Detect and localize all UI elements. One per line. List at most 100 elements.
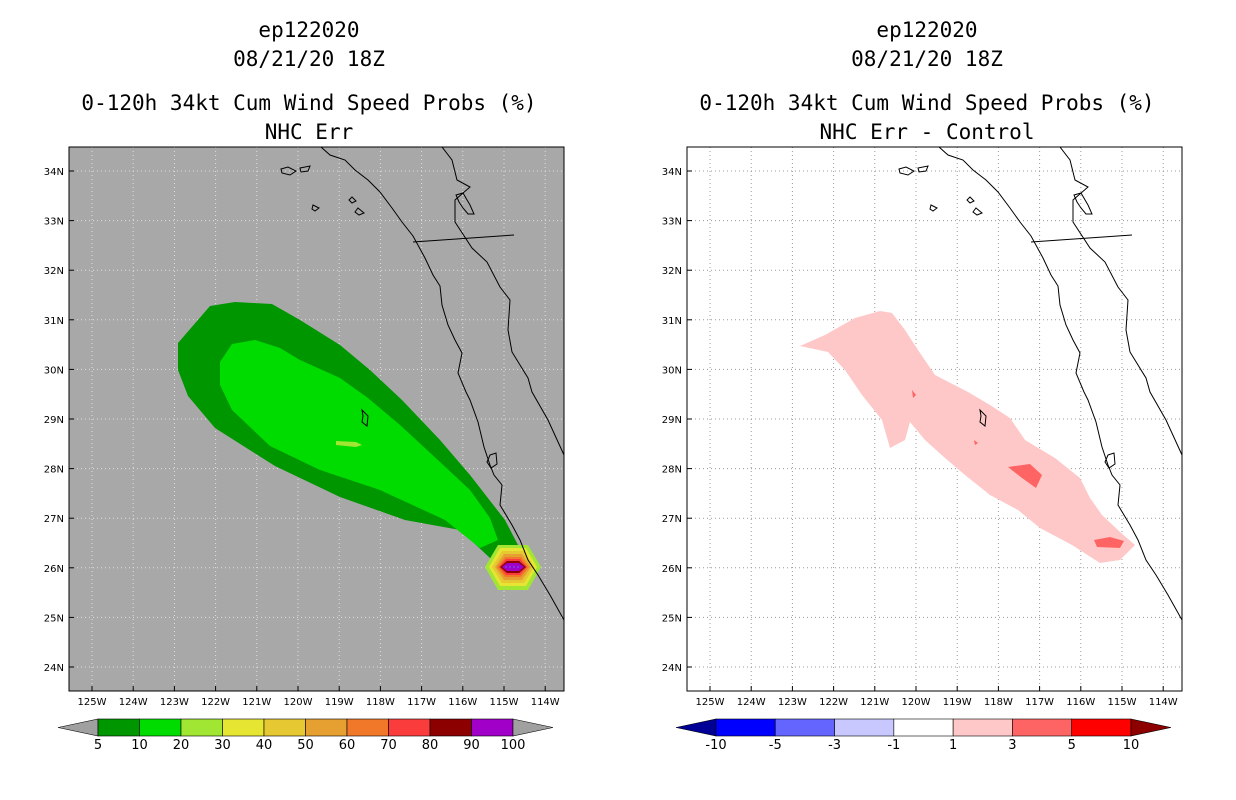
left-colorbar-label: 30 (214, 738, 231, 753)
right-lon-label: 122W (819, 697, 848, 708)
left-colorbar-swatch (263, 718, 306, 737)
left-map (69, 147, 564, 691)
right-colorbar-label: 10 (1123, 738, 1140, 753)
right-lon-label: 121W (860, 697, 889, 708)
right-lat-label: 34N (662, 167, 682, 178)
left-lon-label: 117W (407, 697, 436, 708)
right-colorbar-label: 5 (1068, 738, 1076, 753)
left-colorbar-high-end (512, 718, 554, 737)
left-title-product: 0-120h 34kt Cum Wind Speed Probs (%) (81, 91, 537, 115)
prob-streak-20 (336, 441, 362, 447)
right-title-product: 0-120h 34kt Cum Wind Speed Probs (%) (699, 91, 1155, 115)
right-title-storm: ep122020 (876, 18, 978, 42)
right-lon-label: 123W (778, 697, 807, 708)
left-colorbar-swatch (346, 718, 389, 737)
left-lat-label: 30N (44, 365, 64, 376)
right-lat-label: 29N (662, 415, 682, 426)
right-lon-label: 119W (943, 697, 972, 708)
right-colorbar-label: 3 (1008, 738, 1016, 753)
left-lon-label: 118W (366, 697, 395, 708)
left-lat-label: 33N (44, 217, 64, 228)
right-lat-label: 32N (662, 266, 682, 277)
right-lat-label: 25N (662, 613, 682, 624)
right-colorbar-label: -5 (769, 738, 782, 753)
right-colorbar-swatch (715, 718, 776, 737)
right-lon-label: 114W (1149, 697, 1178, 708)
diff-spot-a (912, 390, 916, 398)
left-colorbar-label: 20 (173, 738, 190, 753)
right-colorbar-low-end (675, 718, 717, 737)
right-colorbar-swatch (1071, 718, 1132, 737)
left-lon-label: 124W (119, 697, 148, 708)
left-lon-label: 123W (160, 697, 189, 708)
left-lon-label: 125W (78, 697, 107, 708)
right-map (687, 147, 1182, 691)
right-lat-label: 33N (662, 217, 682, 228)
left-title-subtitle: NHC Err (264, 120, 354, 144)
right-colorbar-label: -3 (828, 738, 841, 753)
right-colorbar-swatch (834, 718, 895, 737)
right-colorbar-label: 1 (949, 738, 957, 753)
left-lat-label: 31N (44, 316, 64, 327)
left-lon-label: 119W (325, 697, 354, 708)
right-lon-label: 117W (1025, 697, 1054, 708)
right-title-datetime: 08/21/20 18Z (851, 47, 1003, 71)
left-colorbar-label: 90 (463, 738, 480, 753)
diff-spot-b (974, 440, 978, 445)
left-lat-label: 25N (44, 613, 64, 624)
left-title-datetime: 08/21/20 18Z (233, 47, 385, 71)
right-colorbar-swatch (774, 718, 835, 737)
left-colorbar: 5 10 20 30 40 50 60 70 80 90 100 (57, 718, 554, 753)
left-colorbar-swatch (429, 718, 472, 737)
left-colorbar-swatch (180, 718, 223, 737)
left-colorbar-label: 50 (297, 738, 314, 753)
right-lon-label: 118W (984, 697, 1013, 708)
right-colorbar-label: -1 (887, 738, 900, 753)
right-lon-label: 116W (1066, 697, 1095, 708)
left-colorbar-swatch (97, 718, 140, 737)
right-title-subtitle: NHC Err - Control (819, 120, 1035, 144)
right-lon-label: 125W (696, 697, 725, 708)
right-colorbar: -10 -5 -3 -1 1 3 5 10 (675, 718, 1172, 753)
right-lat-label: 31N (662, 316, 682, 327)
left-colorbar-swatch (139, 718, 182, 737)
left-colorbar-label: 60 (339, 738, 356, 753)
left-lat-label: 26N (44, 564, 64, 575)
right-colorbar-swatch (893, 718, 954, 737)
left-colorbar-swatch (305, 718, 348, 737)
left-colorbar-label: 100 (501, 738, 526, 753)
left-lat-label: 28N (44, 465, 64, 476)
right-lat-label: 27N (662, 514, 682, 525)
left-colorbar-label: 5 (94, 738, 102, 753)
left-lon-label: 116W (448, 697, 477, 708)
left-colorbar-label: 10 (131, 738, 148, 753)
left-lon-label: 122W (201, 697, 230, 708)
left-lon-label: 121W (242, 697, 271, 708)
right-lon-label: 124W (737, 697, 766, 708)
right-lat-label: 24N (662, 663, 682, 674)
left-lat-label: 32N (44, 266, 64, 277)
right-colorbar-swatch (1012, 718, 1073, 737)
left-colorbar-low-end (57, 718, 99, 737)
left-colorbar-label: 40 (256, 738, 273, 753)
left-lat-label: 34N (44, 167, 64, 178)
right-colorbar-high-end (1130, 718, 1172, 737)
left-colorbar-swatch (388, 718, 431, 737)
left-lat-label: 27N (44, 514, 64, 525)
left-lat-label: 24N (44, 663, 64, 674)
left-lon-label: 114W (531, 697, 560, 708)
right-lat-label: 30N (662, 365, 682, 376)
right-colorbar-label: -10 (705, 738, 726, 753)
left-colorbar-swatch (222, 718, 265, 737)
right-lat-label: 26N (662, 564, 682, 575)
left-lon-label: 115W (490, 697, 519, 708)
left-colorbar-label: 80 (422, 738, 439, 753)
left-colorbar-label: 70 (380, 738, 397, 753)
right-lat-label: 28N (662, 465, 682, 476)
right-lon-label: 120W (902, 697, 931, 708)
right-lon-label: 115W (1108, 697, 1137, 708)
diff-contour-3-5-b (1094, 537, 1124, 548)
diff-contour-1-3 (800, 311, 1135, 563)
left-colorbar-swatch (471, 718, 514, 737)
